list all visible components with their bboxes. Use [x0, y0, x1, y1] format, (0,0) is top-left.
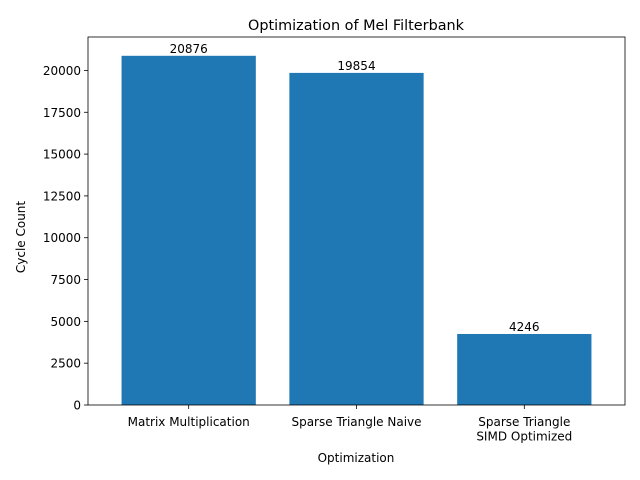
- y-tick-label: 20000: [43, 64, 81, 78]
- y-tick-label: 10000: [43, 231, 81, 245]
- x-tick-label: Matrix Multiplication: [128, 415, 250, 429]
- bar: [289, 72, 424, 405]
- y-tick-label: 12500: [43, 189, 81, 203]
- plot-area: 20876 Matrix Multiplication 19854 Sparse Tr…: [43, 36, 626, 444]
- y-tick-label: 15000: [43, 148, 81, 162]
- bar: [121, 55, 256, 405]
- y-axis-label: Cycle Count: [14, 201, 28, 274]
- plot-frame: [87, 36, 626, 406]
- bar: [457, 333, 592, 405]
- chart-title: Optimization of Mel Filterbank: [248, 18, 465, 34]
- data-label: 4246: [509, 320, 540, 334]
- y-tick-label: 17500: [43, 106, 81, 120]
- y-tick-label: 7500: [50, 273, 81, 287]
- x-tick-label: Sparse Triangle Naive: [291, 415, 421, 429]
- x-axis-label: Optimization: [318, 451, 395, 465]
- data-label: 20876: [170, 42, 208, 56]
- data-label: 19854: [337, 59, 375, 73]
- x-tick-label: Sparse Triangle SIMD Optimized: [476, 415, 572, 444]
- y-tick-label: 0: [73, 399, 81, 413]
- y-tick-label: 5000: [50, 315, 81, 329]
- y-tick-label: 2500: [50, 357, 81, 371]
